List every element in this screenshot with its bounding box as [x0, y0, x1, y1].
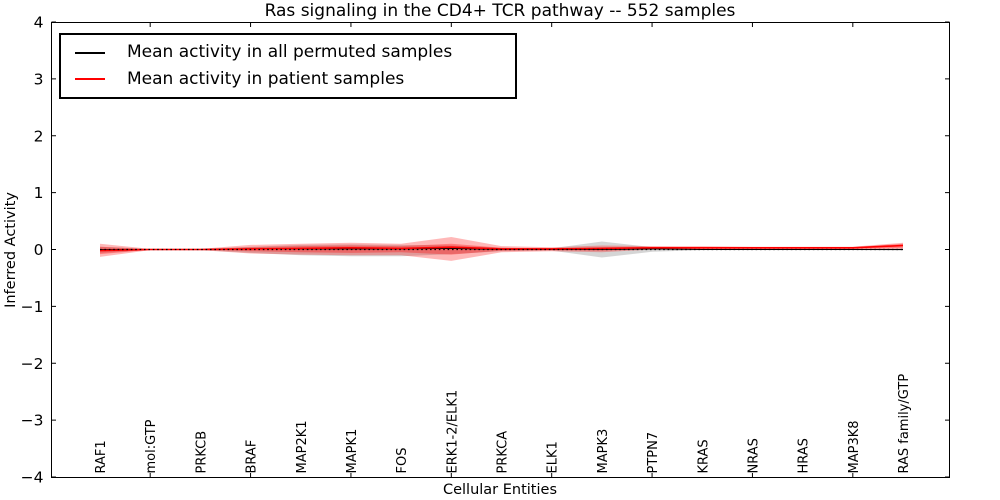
category-label: PTPN7 [646, 432, 661, 474]
category-label: MAP3K8 [847, 420, 862, 473]
category-label: PRKCA [496, 431, 511, 474]
category-label: MAPK1 [345, 429, 360, 474]
category-label: BRAF [245, 440, 260, 474]
category-label: ERK1-2/ELK1 [445, 390, 460, 474]
x-axis-label: Cellular Entities [442, 482, 558, 498]
y-tick-label: 0 [34, 241, 44, 259]
y-tick-label: 1 [34, 184, 44, 202]
category-label: MAPK3 [596, 429, 611, 474]
category-label: MAP2K1 [295, 420, 310, 473]
chart-title: Ras signaling in the CD4+ TCR pathway --… [264, 1, 736, 21]
legend-item-permuted: Mean activity in all permuted samples [75, 44, 515, 61]
category-label: ELK1 [546, 441, 561, 473]
permuted-line-sample-icon [75, 51, 105, 54]
legend-label-patient: Mean activity in patient samples [127, 68, 405, 89]
patient-line-sample-icon [75, 78, 105, 81]
y-tick-label: 4 [34, 14, 44, 32]
y-axis-label: Inferred Activity [3, 192, 19, 308]
category-label: RAS family/GTP [897, 374, 912, 474]
category-label: HRAS [797, 438, 812, 473]
y-tick-label: −1 [21, 298, 44, 316]
y-tick-label: 2 [34, 127, 44, 145]
y-tick-label: −2 [21, 355, 44, 373]
y-tick-label: −3 [21, 412, 44, 430]
category-label: KRAS [696, 439, 711, 473]
category-label: NRAS [746, 438, 761, 473]
category-label: PRKCB [194, 431, 209, 474]
legend: Mean activity in all permuted samples Me… [59, 33, 517, 99]
category-label: FOS [395, 448, 410, 474]
y-tick-label: 3 [34, 70, 44, 88]
legend-label-permuted: Mean activity in all permuted samples [127, 42, 453, 63]
category-label: RAF1 [94, 440, 109, 473]
legend-item-patient: Mean activity in patient samples [75, 68, 515, 89]
y-tick-label: −4 [21, 469, 44, 487]
category-label: mol:GTP [144, 419, 159, 473]
